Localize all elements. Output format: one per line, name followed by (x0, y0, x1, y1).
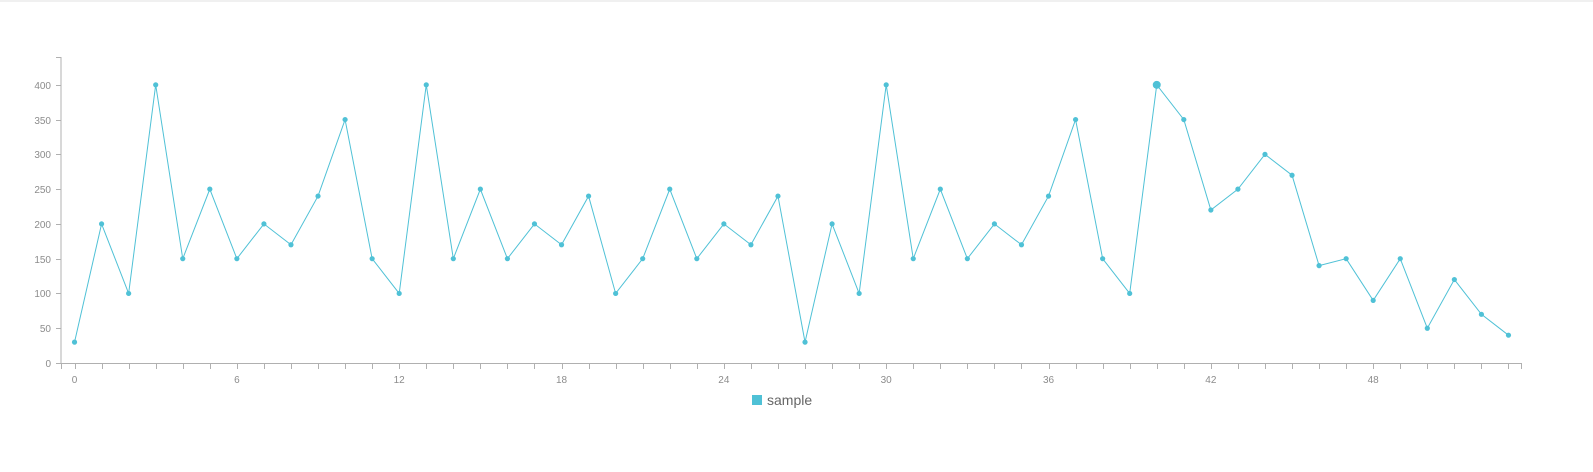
data-point (450, 256, 456, 262)
data-point (1424, 325, 1430, 331)
data-point (856, 290, 862, 297)
x-tick-label: 36 (1043, 375, 1055, 386)
series-line (74, 83, 1509, 343)
data-point (261, 221, 267, 227)
data-point (1072, 116, 1079, 123)
data-point (315, 193, 321, 199)
legend[interactable]: sample (752, 392, 812, 408)
y-tick-label: 300 (34, 150, 51, 161)
data-point (1018, 242, 1025, 248)
x-tick-label: 18 (556, 375, 568, 386)
legend-label: sample (767, 392, 813, 408)
data-point (531, 221, 538, 227)
data-point (667, 186, 673, 192)
data-point (98, 221, 105, 227)
data-point (694, 256, 700, 262)
data-point (613, 290, 619, 297)
data-point (802, 339, 808, 345)
data-point-highlighted (1152, 80, 1161, 89)
data-point (71, 339, 78, 345)
y-tick-label: 350 (34, 116, 51, 127)
data-point (1478, 311, 1485, 317)
data-point (585, 193, 592, 199)
data-point (396, 290, 402, 297)
data-point (748, 242, 754, 248)
data-point (1505, 332, 1512, 338)
data-point (369, 256, 375, 262)
x-tick-label: 24 (718, 375, 730, 386)
y-tick-label: 0 (45, 359, 51, 370)
y-tick-label: 150 (34, 255, 51, 266)
y-tick-label: 250 (34, 185, 51, 196)
x-tick-label: 0 (72, 375, 78, 386)
data-point (1181, 116, 1187, 123)
data-point (126, 290, 132, 297)
y-tick-label: 200 (34, 220, 51, 231)
x-tick-label: 12 (394, 375, 406, 386)
data-point (477, 186, 483, 192)
data-point (207, 186, 213, 192)
data-point (180, 256, 186, 262)
y-tick-label: 50 (40, 324, 52, 335)
y-tick-label: 100 (34, 289, 51, 300)
data-point (640, 256, 646, 262)
y-tick-label: 400 (34, 81, 51, 92)
data-point (342, 116, 348, 123)
data-point (1397, 256, 1403, 262)
data-point (288, 242, 294, 248)
chart-series (71, 80, 1512, 345)
legend-swatch (752, 395, 762, 405)
data-point (558, 242, 565, 248)
data-point (1289, 172, 1295, 178)
data-point (1262, 151, 1268, 157)
data-point (1100, 256, 1106, 262)
x-tick-label: 48 (1368, 375, 1380, 386)
data-point (883, 82, 889, 88)
data-point (910, 256, 916, 262)
data-point (1343, 256, 1349, 262)
x-tick-label: 30 (881, 375, 893, 386)
data-point (991, 221, 998, 227)
data-point (1370, 297, 1376, 304)
chart-axes: 0 50 100 150 200 250 300 350 400 0 6 12 18 24 30 36 42 48 (34, 57, 1522, 386)
data-point (829, 221, 835, 227)
data-point (1451, 276, 1457, 283)
x-tick-label: 6 (234, 375, 240, 386)
data-point (1045, 193, 1052, 199)
data-point (721, 221, 727, 227)
data-point (1208, 207, 1214, 213)
data-point (153, 82, 159, 88)
data-point (1127, 290, 1133, 297)
data-point (775, 193, 781, 199)
top-border (0, 0, 1593, 2)
data-point (234, 256, 240, 262)
x-tick-label: 42 (1205, 375, 1217, 386)
data-point (937, 186, 943, 192)
data-point (504, 256, 511, 262)
data-point (423, 82, 429, 88)
data-point (1316, 263, 1322, 269)
data-point (1235, 186, 1241, 192)
data-point (964, 256, 970, 262)
